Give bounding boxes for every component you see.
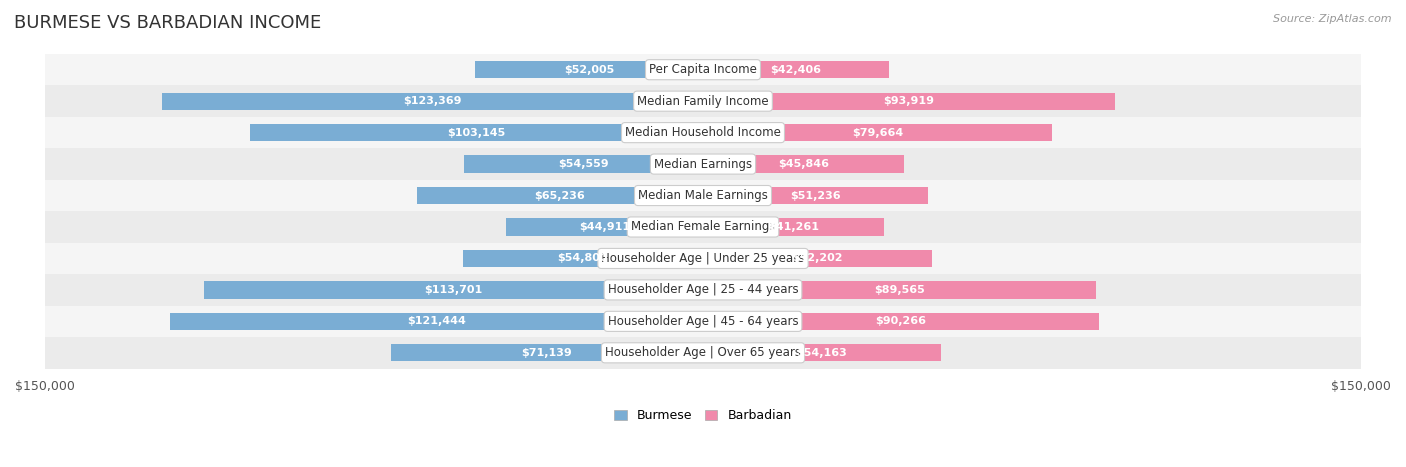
Text: Source: ZipAtlas.com: Source: ZipAtlas.com	[1274, 14, 1392, 24]
Text: BURMESE VS BARBADIAN INCOME: BURMESE VS BARBADIAN INCOME	[14, 14, 322, 32]
Text: $52,202: $52,202	[792, 254, 842, 263]
Bar	[703, 219, 884, 236]
Bar	[703, 344, 941, 361]
Text: $54,559: $54,559	[558, 159, 609, 169]
Text: Householder Age | Under 25 years: Householder Age | Under 25 years	[602, 252, 804, 265]
Bar	[45, 180, 1361, 211]
Text: $44,911: $44,911	[579, 222, 630, 232]
Text: $103,145: $103,145	[447, 127, 506, 138]
Bar	[703, 313, 1099, 330]
Bar	[45, 243, 1361, 274]
Bar	[250, 124, 703, 142]
Text: $65,236: $65,236	[534, 191, 585, 200]
Text: $54,163: $54,163	[796, 348, 848, 358]
Text: $123,369: $123,369	[404, 96, 461, 106]
Text: $113,701: $113,701	[425, 285, 482, 295]
Text: $93,919: $93,919	[883, 96, 935, 106]
Text: Median Earnings: Median Earnings	[654, 157, 752, 170]
Bar	[162, 92, 703, 110]
Bar	[45, 149, 1361, 180]
Text: $41,261: $41,261	[768, 222, 820, 232]
Text: Median Male Earnings: Median Male Earnings	[638, 189, 768, 202]
Bar	[464, 156, 703, 173]
Bar	[703, 250, 932, 267]
Text: $51,236: $51,236	[790, 191, 841, 200]
Bar	[416, 187, 703, 204]
Bar	[463, 250, 703, 267]
Text: $89,565: $89,565	[875, 285, 925, 295]
Bar	[703, 281, 1095, 298]
Bar	[204, 281, 703, 298]
Bar	[703, 156, 904, 173]
Text: $79,664: $79,664	[852, 127, 904, 138]
Bar	[475, 61, 703, 78]
Bar	[45, 54, 1361, 85]
Bar	[45, 305, 1361, 337]
Bar	[703, 187, 928, 204]
Text: $90,266: $90,266	[876, 316, 927, 326]
Bar	[45, 211, 1361, 243]
Bar	[45, 117, 1361, 149]
Text: Householder Age | Over 65 years: Householder Age | Over 65 years	[605, 347, 801, 359]
Text: Median Female Earnings: Median Female Earnings	[631, 220, 775, 234]
Text: Householder Age | 25 - 44 years: Householder Age | 25 - 44 years	[607, 283, 799, 297]
Text: Per Capita Income: Per Capita Income	[650, 63, 756, 76]
Text: $52,005: $52,005	[564, 65, 614, 75]
Bar	[506, 219, 703, 236]
Text: Median Household Income: Median Household Income	[626, 126, 780, 139]
Text: $54,800: $54,800	[558, 254, 607, 263]
Bar	[45, 274, 1361, 305]
Text: $42,406: $42,406	[770, 65, 821, 75]
Text: Householder Age | 45 - 64 years: Householder Age | 45 - 64 years	[607, 315, 799, 328]
Bar	[703, 92, 1115, 110]
Bar	[703, 124, 1053, 142]
Bar	[45, 337, 1361, 368]
Text: $121,444: $121,444	[408, 316, 465, 326]
Text: $45,846: $45,846	[778, 159, 830, 169]
Bar	[703, 61, 889, 78]
Text: Median Family Income: Median Family Income	[637, 95, 769, 108]
Bar	[170, 313, 703, 330]
Bar	[391, 344, 703, 361]
Text: $71,139: $71,139	[522, 348, 572, 358]
Legend: Burmese, Barbadian: Burmese, Barbadian	[609, 404, 797, 427]
Bar	[45, 85, 1361, 117]
